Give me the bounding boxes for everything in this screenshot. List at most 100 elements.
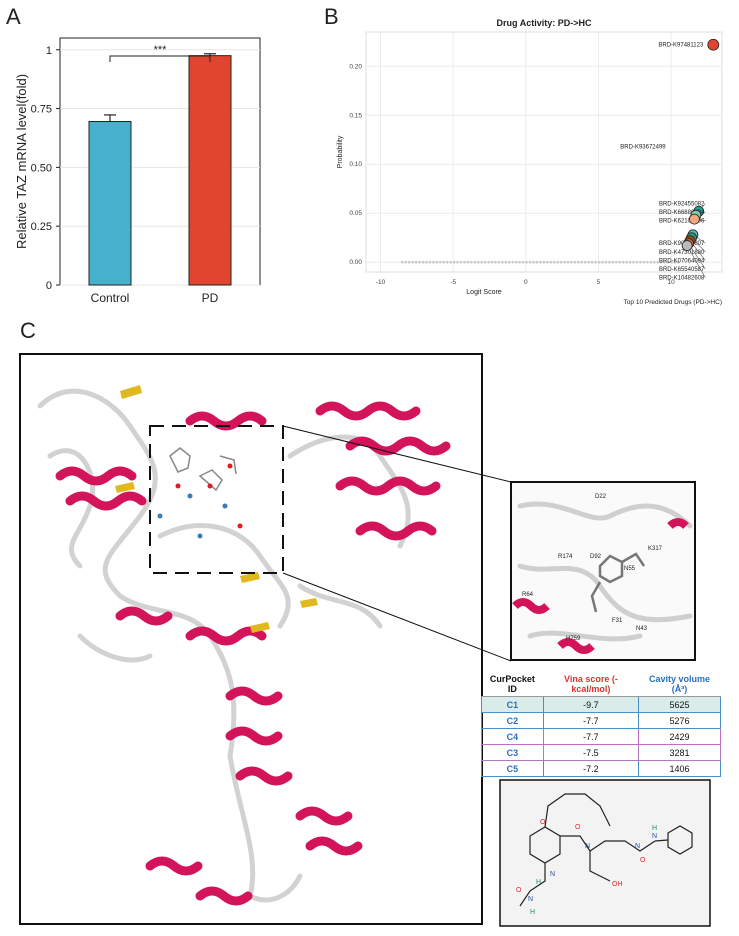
x-tick-label: 5 — [597, 279, 601, 286]
background-point — [556, 260, 559, 264]
zoom-box-dashed — [149, 425, 284, 574]
y-tick-label: 0.50 — [31, 162, 52, 174]
background-point — [611, 260, 615, 264]
molecule-bonds — [519, 793, 693, 907]
background-point — [594, 260, 597, 264]
background-point — [452, 260, 456, 264]
svg-text:H: H — [652, 825, 657, 832]
x-tick-label: PD — [202, 291, 219, 305]
background-point — [490, 260, 494, 264]
background-point — [442, 260, 446, 264]
background-point — [587, 260, 590, 264]
inset-coils — [517, 501, 693, 642]
table-cell-volume: 1406 — [638, 760, 721, 777]
background-point — [463, 260, 466, 264]
table-cell-id: C1 — [481, 696, 544, 713]
y-tick-label: 0.20 — [349, 63, 362, 70]
svg-text:R174: R174 — [558, 554, 573, 560]
svg-text:N43: N43 — [636, 626, 648, 632]
background-point — [604, 260, 608, 264]
background-point — [632, 260, 635, 264]
panel-letter-a: A — [6, 4, 21, 29]
zoom-connector-top — [282, 425, 512, 483]
background-point — [545, 260, 549, 264]
svg-text:F31: F31 — [612, 618, 623, 624]
background-point — [649, 260, 653, 264]
x-tick-label: 0 — [524, 279, 528, 286]
x-tick-label: -5 — [450, 279, 456, 286]
background-point — [470, 260, 473, 264]
table-row: C5 -7.2 1406 — [481, 760, 721, 777]
background-point — [566, 260, 570, 264]
background-point — [518, 260, 521, 264]
background-point — [542, 260, 546, 264]
background-point — [407, 260, 411, 264]
y-tick-label: 0.05 — [349, 210, 362, 217]
drug-point — [707, 38, 720, 51]
background-point — [418, 260, 421, 264]
x-tick-label: 10 — [668, 279, 676, 286]
svg-text:N: N — [585, 843, 590, 850]
background-point — [670, 260, 673, 264]
table-cell-vina: -7.2 — [542, 760, 640, 777]
background-point — [590, 260, 594, 264]
table-cell-id: C2 — [481, 712, 544, 729]
y-axis-label: Relative TAZ mRNA level(fold) — [14, 74, 29, 249]
background-point — [673, 260, 677, 264]
background-point — [666, 260, 670, 264]
structure-frame — [19, 353, 483, 925]
table-cell-id: C4 — [481, 728, 544, 745]
background-point — [445, 260, 449, 264]
background-point — [663, 260, 666, 264]
x-tick-label: Control — [91, 291, 130, 305]
background-point — [497, 260, 501, 264]
table-header-pocket-id: CurPocket ID — [481, 672, 544, 697]
background-point — [435, 260, 439, 264]
background-point — [508, 260, 511, 264]
background-point — [677, 260, 680, 264]
background-point — [577, 260, 580, 264]
svg-text:O: O — [640, 857, 646, 864]
svg-text:O: O — [516, 887, 522, 894]
background-point — [597, 260, 601, 264]
background-point — [466, 260, 470, 264]
x-axis-label: Logit Score — [466, 289, 502, 296]
background-point — [414, 260, 418, 264]
docking-table: CurPocket ID Vina score (-kcal/mol) Cavi… — [481, 672, 721, 777]
background-point — [532, 260, 535, 264]
chart-caption: Top 10 Predicted Drugs (PD->HC) — [624, 299, 722, 306]
background-point — [449, 260, 452, 264]
table-row: C2 -7.7 5276 — [481, 712, 721, 729]
background-point — [639, 260, 642, 264]
y-axis-label: Probability — [337, 135, 344, 168]
background-point — [511, 260, 515, 264]
background-point — [432, 260, 435, 264]
svg-text:N55: N55 — [624, 566, 636, 572]
table-cell-vina: -9.7 — [542, 696, 640, 713]
table-cell-vina: -7.5 — [542, 744, 640, 761]
panel-letter-c: C — [20, 318, 36, 343]
protein-sheets — [115, 385, 318, 633]
table-cell-volume: 5625 — [638, 696, 721, 713]
molecule-frame — [499, 779, 711, 927]
drug-point — [681, 240, 693, 251]
background-point — [487, 260, 490, 264]
background-point — [608, 260, 611, 264]
drug-label: BRD-K92455082 — [659, 201, 705, 207]
svg-text:N: N — [652, 833, 657, 840]
svg-text:N: N — [550, 871, 555, 878]
svg-text:R64: R64 — [522, 592, 534, 598]
background-point — [425, 260, 428, 264]
table-cell-id: C3 — [481, 744, 544, 761]
table-row: C4 -7.7 2429 — [481, 728, 721, 745]
background-point — [459, 260, 463, 264]
background-point — [539, 260, 542, 264]
table-cell-volume: 3281 — [638, 744, 721, 761]
drug-label: BRD-K10482608 — [659, 276, 705, 282]
panel-letter-b: B — [324, 4, 339, 29]
background-point — [570, 260, 573, 264]
inset-residue-labels: D22 D92 K317 R174 R64 H759 N43 N55 F31 — [522, 494, 663, 642]
background-point — [428, 260, 432, 264]
background-point — [473, 260, 477, 264]
background-point — [476, 260, 480, 264]
